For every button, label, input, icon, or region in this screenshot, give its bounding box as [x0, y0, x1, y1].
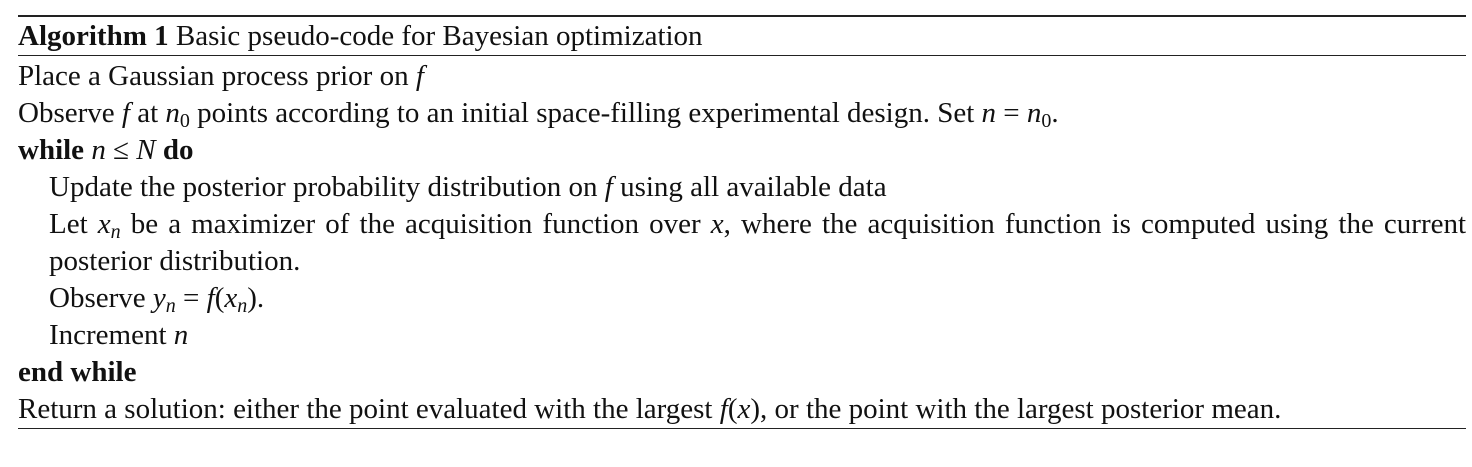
left-paren: ( — [214, 282, 225, 314]
var-f: f — [415, 60, 424, 92]
text: Return a solution: either the point eval… — [18, 393, 713, 425]
subscript-n: n — [237, 295, 248, 317]
equals-sign: = — [1003, 97, 1020, 129]
text: using all available data — [620, 171, 887, 203]
line-prior: Place a Gaussian process prior on f — [18, 58, 1466, 95]
subscript-n: n — [165, 295, 176, 317]
right-paren: ) — [750, 393, 761, 425]
var-n: n — [165, 97, 180, 129]
text: at — [137, 97, 159, 129]
subscript-0: 0 — [1041, 110, 1052, 132]
var-n: n — [1026, 97, 1042, 129]
algorithm-label: Algorithm 1 — [18, 20, 169, 52]
algorithm-title: Basic pseudo-code for Bayesian optimizat… — [175, 20, 703, 52]
keyword-do: do — [162, 134, 194, 166]
subscript-n: n — [110, 221, 121, 243]
line-return: Return a solution: either the point eval… — [18, 391, 1466, 428]
keyword-end-while: end while — [18, 356, 137, 388]
text: Increment — [49, 319, 167, 351]
equals-sign: = — [183, 282, 200, 314]
var-f: f — [604, 171, 613, 203]
text: be a maximizer of the acquisition functi… — [130, 208, 701, 240]
period: . — [1051, 97, 1059, 129]
text: Let — [49, 208, 88, 240]
var-f: f — [206, 282, 215, 314]
text: , or the point with the largest posterio… — [760, 393, 1282, 425]
line-observe-initial: Observe f at n0 points according to an i… — [18, 95, 1466, 132]
subscript-0: 0 — [179, 110, 190, 132]
algorithm-body: Place a Gaussian process prior on f Obse… — [18, 56, 1466, 428]
line-update-posterior: Update the posterior probability distrib… — [18, 169, 1466, 206]
right-paren: ). — [247, 282, 265, 314]
line-let-xn: Let xn be a maximizer of the acquisition… — [18, 206, 1466, 280]
line-observe-yn: Observe yn = f(xn). — [18, 280, 1466, 317]
line-prior-text: Place a Gaussian process prior on — [18, 60, 409, 92]
keyword-while: while — [18, 134, 85, 166]
var-f: f — [719, 393, 728, 425]
line-while: while n ≤ N do — [18, 132, 1466, 169]
text: Observe — [49, 282, 146, 314]
caption-rule — [18, 55, 1466, 56]
bottom-rule — [18, 428, 1466, 429]
text: Observe — [18, 97, 115, 129]
leq-sign: ≤ — [113, 134, 129, 166]
var-x: x — [737, 393, 751, 425]
var-x: x — [97, 208, 111, 240]
var-x: x — [710, 208, 724, 240]
left-paren: ( — [727, 393, 738, 425]
var-f: f — [121, 97, 130, 129]
line-increment: Increment n — [18, 317, 1466, 354]
var-n: n — [981, 97, 997, 129]
top-rule — [18, 15, 1466, 17]
algorithm-caption: Algorithm 1 Basic pseudo-code for Bayesi… — [18, 17, 1466, 55]
var-n: n — [91, 134, 106, 166]
text: , where the acquisition function is comp… — [49, 208, 1467, 277]
var-n: n — [173, 319, 189, 351]
algorithm-block: Algorithm 1 Basic pseudo-code for Bayesi… — [18, 15, 1466, 429]
var-N: N — [136, 134, 156, 166]
text: Update the posterior probability distrib… — [49, 171, 598, 203]
line-end-while: end while — [18, 354, 1466, 391]
var-y: y — [152, 282, 166, 314]
var-x: x — [224, 282, 238, 314]
text: points according to an initial space-fil… — [197, 97, 975, 129]
